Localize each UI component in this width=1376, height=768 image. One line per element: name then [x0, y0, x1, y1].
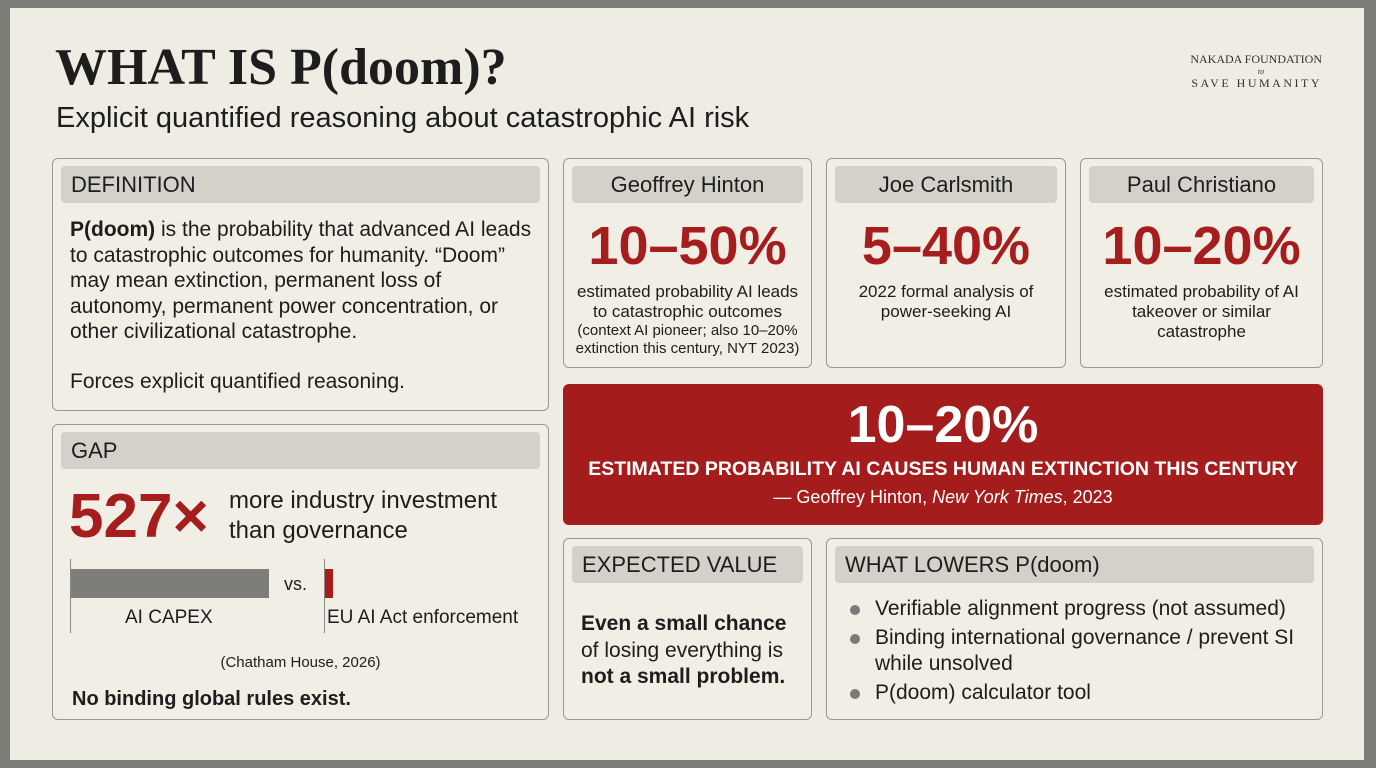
- item-text: Verifiable alignment progress (not assum…: [875, 597, 1286, 620]
- estimate-range: 10–20%: [1102, 216, 1301, 276]
- estimate-description: 2022 formal analysis of power-seeking AI: [858, 282, 1034, 321]
- estimate-description: estimated probability AI leads to catast…: [576, 282, 799, 321]
- versus: vs.: [284, 574, 308, 594]
- card-heading: Geoffrey Hinton: [572, 166, 803, 203]
- card-heading: Paul Christiano: [1089, 166, 1314, 203]
- banner-source: — Geoffrey Hinton, New York Times, 2023: [563, 487, 1323, 508]
- definition-card: DEFINITION P(doom) is the probability th…: [52, 158, 549, 411]
- list-item: Binding international governance / preve…: [850, 625, 1315, 678]
- estimate-card: Geoffrey Hinton 10–50% estimated probabi…: [563, 158, 812, 368]
- multiplier-text: more industry investment than governance: [229, 487, 498, 544]
- bar-label: EU AI Act enforcement: [327, 607, 519, 628]
- definition-note: Forces explicit quantified reasoning.: [70, 370, 406, 393]
- slide: WHAT IS P(doom)? Explicit quantified rea…: [10, 8, 1364, 760]
- estimate-card: Paul Christiano 10–20% estimated probabi…: [1080, 158, 1323, 368]
- org-line: to: [1257, 67, 1265, 76]
- estimate-range: 5–40%: [861, 216, 1031, 276]
- gap-conclusion: No binding global rules exist.: [72, 688, 351, 710]
- card-heading: EXPECTED VALUE: [572, 546, 803, 583]
- source-author: — Geoffrey Hinton,: [773, 487, 933, 507]
- ev-line: of losing everything is: [581, 638, 783, 662]
- item-text: Binding international governance / preve…: [875, 625, 1295, 676]
- banner-range: 10–20%: [847, 396, 1039, 454]
- definition-body: is the probability that advanced AI lead…: [70, 218, 532, 343]
- bullet: [850, 605, 860, 615]
- axis-line: [70, 559, 71, 633]
- estimate-card: Joe Carlsmith 5–40% 2022 formal analysis…: [826, 158, 1066, 368]
- term: P(doom): [70, 218, 156, 241]
- banner-caption: ESTIMATED PROBABILITY AI CAUSES HUMAN EX…: [588, 458, 1298, 480]
- expected-value-text: Even a small chance of losing everything…: [581, 611, 786, 691]
- list-item: P(doom) calculator tool: [850, 680, 1315, 707]
- source-publication: New York Times: [932, 487, 1063, 507]
- enforcement-bar: [325, 569, 333, 598]
- org-logo: NAKADA FOUNDATION to SAVE HUMANITY: [1160, 52, 1322, 91]
- card-heading: DEFINITION: [61, 166, 540, 203]
- ev-line: Even a small chance: [581, 612, 787, 635]
- card-heading: WHAT LOWERS P(doom): [835, 546, 1314, 583]
- lowers-list: Verifiable alignment progress (not assum…: [850, 596, 1315, 707]
- org-line: SAVE HUMANITY: [1191, 76, 1322, 90]
- multiplier: 527×: [69, 482, 209, 551]
- estimate-description: estimated probability of AI takeover or …: [1104, 282, 1299, 341]
- title: WHAT IS P(doom)?: [55, 39, 507, 96]
- bar-label: AI CAPEX: [125, 607, 213, 628]
- gap-card: GAP 527× more industry investment than g…: [52, 424, 549, 720]
- capex-bar: [71, 569, 269, 598]
- gap-source: (Chatham House, 2026): [220, 654, 381, 671]
- source-year: , 2023: [1062, 487, 1113, 507]
- bullet: [850, 688, 860, 699]
- card-heading: Joe Carlsmith: [835, 166, 1057, 203]
- estimate-range: 10–50%: [588, 216, 787, 276]
- subtitle: Explicit quantified reasoning about cata…: [56, 102, 750, 134]
- what-lowers-card: WHAT LOWERS P(doom) Verifiable alignment…: [826, 538, 1323, 720]
- card-heading: GAP: [61, 432, 540, 469]
- list-item: Verifiable alignment progress (not assum…: [850, 596, 1315, 623]
- axis-line: [324, 559, 325, 633]
- org-line: NAKADA FOUNDATION: [1190, 52, 1322, 66]
- bullet: [850, 633, 860, 644]
- definition-text: P(doom) is the probability that advanced…: [70, 217, 532, 345]
- hinton-banner: 10–20% ESTIMATED PROBABILITY AI CAUSES H…: [563, 384, 1323, 525]
- item-text: P(doom) calculator tool: [875, 680, 1091, 704]
- estimate-note: (context AI pioneer; also 10–20% extinct…: [575, 322, 800, 357]
- expected-value-card: EXPECTED VALUE Even a small chance of lo…: [563, 538, 812, 720]
- ev-line: not a small problem.: [581, 665, 786, 688]
